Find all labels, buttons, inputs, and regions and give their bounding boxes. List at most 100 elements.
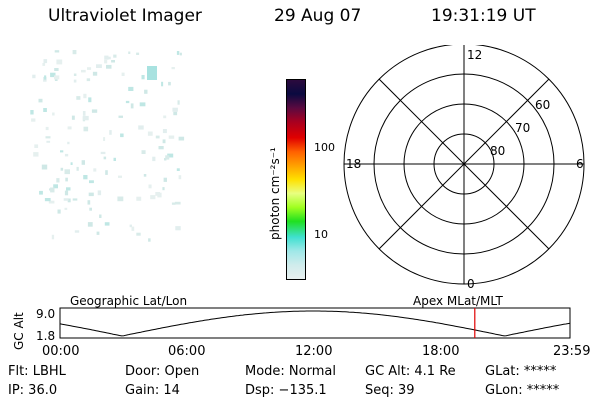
image-speck (136, 52, 140, 55)
image-speck (128, 51, 131, 54)
image-speck (147, 131, 153, 136)
image-speck (129, 224, 132, 228)
image-speck (136, 196, 142, 201)
image-speck (87, 200, 91, 205)
image-speck (64, 169, 70, 175)
image-speck (46, 140, 51, 143)
image-speck (43, 59, 48, 64)
altitude-curve (59, 310, 571, 337)
image-speck (131, 226, 135, 231)
image-speck (118, 115, 123, 118)
image-speck (177, 100, 180, 105)
diag-line-b (378, 78, 550, 250)
image-speck (50, 187, 55, 193)
image-speck (113, 157, 116, 161)
image-speck (128, 86, 134, 91)
image-speck (111, 60, 115, 63)
image-speck (64, 190, 69, 196)
door-readout: Door: Open (125, 364, 200, 379)
image-speck (163, 115, 167, 119)
image-speck (67, 198, 71, 203)
image-speck (103, 156, 107, 160)
y-axis-top-value: 9.0 (36, 307, 56, 321)
image-speck (176, 168, 180, 171)
lat-label-80: 80 (490, 144, 505, 158)
image-speck (103, 137, 106, 141)
image-speck (163, 177, 167, 182)
image-speck (96, 64, 102, 68)
image-speck (172, 107, 178, 112)
image-speck (48, 200, 55, 204)
image-speck (56, 59, 63, 65)
image-speck (88, 192, 94, 197)
image-speck (82, 115, 89, 121)
image-speck (144, 89, 148, 94)
image-speck (178, 136, 185, 141)
time-tick-0600: 06:00 (168, 344, 206, 359)
image-speck (54, 78, 58, 81)
image-speck (89, 180, 94, 184)
colorbar-tick-10: 10 (314, 228, 328, 241)
image-speck (178, 175, 182, 180)
image-speck (74, 230, 80, 233)
image-speck (83, 175, 88, 180)
image-speck (54, 68, 59, 71)
image-speck (155, 192, 160, 196)
image-speck (87, 67, 92, 70)
colorbar-tick-100: 100 (314, 141, 335, 154)
uv-image-panel (30, 50, 185, 242)
image-speck (107, 56, 111, 60)
image-speck (92, 71, 98, 76)
image-speck (150, 195, 156, 200)
image-speck (162, 139, 166, 144)
mlt-label-18: 18 (346, 157, 361, 171)
time-tick-1800: 18:00 (422, 344, 460, 359)
image-speck (72, 50, 77, 55)
image-speck (45, 136, 51, 139)
image-speck (120, 133, 124, 138)
image-speck (158, 146, 164, 150)
image-bright-spot (147, 66, 157, 80)
image-speck (104, 55, 109, 60)
mlt-label-12: 12 (467, 48, 482, 62)
image-speck (117, 196, 124, 202)
image-speck (71, 115, 75, 120)
image-speck (63, 198, 69, 201)
image-speck (72, 198, 78, 201)
image-speck (141, 150, 146, 154)
image-speck (91, 109, 98, 113)
image-speck (121, 72, 125, 76)
image-speck (168, 81, 171, 86)
image-speck (175, 226, 181, 231)
timeline-left-label: Geographic Lat/Lon (70, 294, 188, 308)
image-speck (50, 72, 56, 78)
image-speck (67, 126, 72, 130)
altitude-timeline (59, 307, 571, 339)
image-speck (56, 178, 60, 183)
image-speck (45, 126, 49, 131)
image-speck (88, 97, 92, 103)
mlt-label-0: 0 (467, 277, 475, 291)
image-speck (161, 81, 164, 87)
image-speck (148, 184, 152, 189)
app-title: Ultraviolet Imager (48, 6, 202, 26)
glon-readout: GLon: ***** (485, 383, 560, 398)
image-speck (162, 187, 165, 191)
image-speck (54, 50, 60, 53)
gain-readout: Gain: 14 (125, 383, 180, 398)
image-speck (33, 152, 39, 157)
image-speck (41, 164, 48, 170)
image-speck (60, 150, 64, 153)
image-speck (53, 184, 58, 189)
image-speck (83, 93, 87, 99)
image-speck (125, 100, 130, 104)
image-speck (31, 118, 36, 122)
image-speck (57, 209, 61, 214)
image-speck (73, 73, 77, 76)
image-speck (81, 160, 85, 165)
image-speck (130, 103, 134, 109)
image-speck (174, 201, 181, 205)
lat-label-60: 60 (535, 98, 550, 112)
image-speck (143, 174, 147, 177)
image-speck (44, 75, 47, 80)
